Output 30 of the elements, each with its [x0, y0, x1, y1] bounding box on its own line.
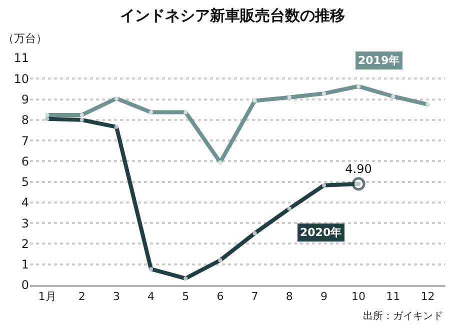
- x-tick-label: 1月: [38, 290, 56, 304]
- x-tick-label: 10: [352, 290, 366, 304]
- y-tick-label: 0: [21, 278, 29, 292]
- x-tick-label: 6: [216, 290, 224, 304]
- y-tick-label: 7: [21, 134, 29, 148]
- y-tick-label: 1: [21, 258, 29, 272]
- x-tick-label: 4: [148, 290, 155, 304]
- x-tick-label: 5: [182, 290, 190, 304]
- y-tick-label: 2: [21, 236, 29, 251]
- x-tick-label: 11: [386, 290, 400, 304]
- x-tick-label: 7: [251, 290, 258, 304]
- x-tick-label: 9: [320, 290, 328, 304]
- y-tick-label: 9: [21, 92, 29, 106]
- y-tick-label: 3: [21, 216, 29, 230]
- series-label: 2019年: [358, 54, 400, 67]
- y-tick-label: 6: [21, 154, 29, 168]
- y-tick-label: 11: [14, 51, 29, 66]
- x-tick-label: 8: [286, 290, 293, 304]
- y-tick-label: 4: [21, 196, 29, 210]
- x-tick-label: 2: [78, 290, 86, 304]
- y-tick-label: 5: [21, 175, 29, 190]
- text: 出所：ガイキンド: [363, 310, 443, 322]
- y-tick-label: 10: [14, 72, 29, 86]
- series-label: 2020年: [300, 226, 342, 239]
- x-tick-label: 12: [420, 290, 435, 304]
- data-label: 4.90: [345, 162, 372, 176]
- y-tick-label: 8: [21, 113, 29, 128]
- chart-title: インドネシア新車販売台数の推移: [120, 6, 345, 24]
- x-tick-label: 3: [112, 290, 120, 304]
- y-axis-title: （万台）: [3, 32, 47, 45]
